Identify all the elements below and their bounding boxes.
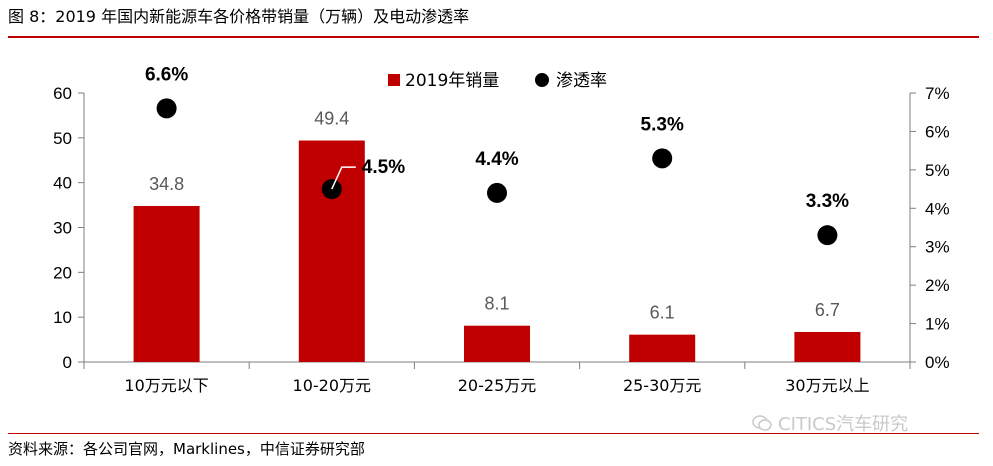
legend-dot-label: 渗透率 — [556, 71, 607, 91]
x-tick-label: 20-25万元 — [458, 376, 537, 395]
penetration-dot — [652, 148, 673, 169]
penetration-dot — [817, 225, 838, 246]
label-leader-line — [331, 166, 356, 190]
penetration-label: 3.3% — [806, 191, 849, 212]
x-tick-label: 25-30万元 — [623, 376, 702, 395]
bars — [133, 140, 861, 362]
penetration-dot — [156, 98, 177, 119]
right-tick-label: 2% — [925, 276, 950, 295]
left-tick-label: 60 — [53, 84, 72, 103]
right-tick-label: 1% — [925, 315, 950, 334]
source-rule — [8, 433, 979, 434]
bar — [794, 331, 861, 362]
penetration-label: 6.6% — [145, 64, 188, 85]
right-tick-label: 0% — [925, 353, 950, 372]
dots — [156, 98, 838, 246]
right-tick-label: 4% — [925, 199, 950, 218]
legend: 2019年销量 渗透率 — [388, 71, 607, 91]
bar-value-label: 6.7 — [815, 300, 840, 320]
bar-value-label: 6.1 — [650, 303, 675, 323]
watermark: CITICS汽车研究 — [752, 410, 908, 436]
left-tick-label: 20 — [53, 263, 72, 282]
bar — [133, 205, 200, 362]
figure-title: 图 8：2019 年国内新能源车各价格带销量（万辆）及电动渗透率 — [8, 7, 470, 26]
legend-bar-swatch — [388, 74, 400, 86]
x-tick-label: 30万元以上 — [785, 376, 869, 395]
penetration-dot — [487, 182, 507, 203]
x-tick-label: 10万元以下 — [124, 376, 208, 395]
bar — [464, 325, 530, 362]
right-tick-label: 5% — [925, 161, 950, 180]
penetration-label: 4.4% — [475, 149, 518, 170]
left-tick-label: 40 — [53, 174, 72, 193]
penetration-label: 5.3% — [641, 114, 684, 135]
left-tick-label: 10 — [53, 308, 72, 327]
legend-bar-label: 2019年销量 — [405, 71, 499, 91]
right-tick-label: 7% — [925, 84, 950, 103]
bar-value-label: 8.1 — [484, 294, 509, 314]
bar-value-label: 34.8 — [149, 174, 184, 194]
bar-value-label: 49.4 — [314, 109, 349, 129]
source-note: 资料来源：各公司官网，Marklines，中信证券研究部 — [8, 440, 365, 458]
left-tick-label: 0 — [63, 353, 72, 372]
x-tick-label: 10-20万元 — [293, 376, 372, 395]
left-tick-label: 50 — [53, 129, 72, 148]
title-rule — [8, 36, 979, 38]
penetration-label: 4.5% — [362, 157, 405, 178]
right-tick-label: 6% — [925, 122, 950, 141]
bar — [629, 334, 696, 362]
right-tick-label: 3% — [925, 238, 950, 257]
watermark-text: CITICS汽车研究 — [778, 414, 909, 435]
left-tick-label: 30 — [53, 219, 72, 238]
legend-dot-swatch — [535, 73, 549, 87]
bar — [298, 140, 365, 362]
wechat-icon — [752, 415, 772, 431]
labels: 34.8 49.4 8.1 6.1 6.7 6.6% 4.5% 4.4% 5.3% 3.3% — [145, 64, 849, 322]
